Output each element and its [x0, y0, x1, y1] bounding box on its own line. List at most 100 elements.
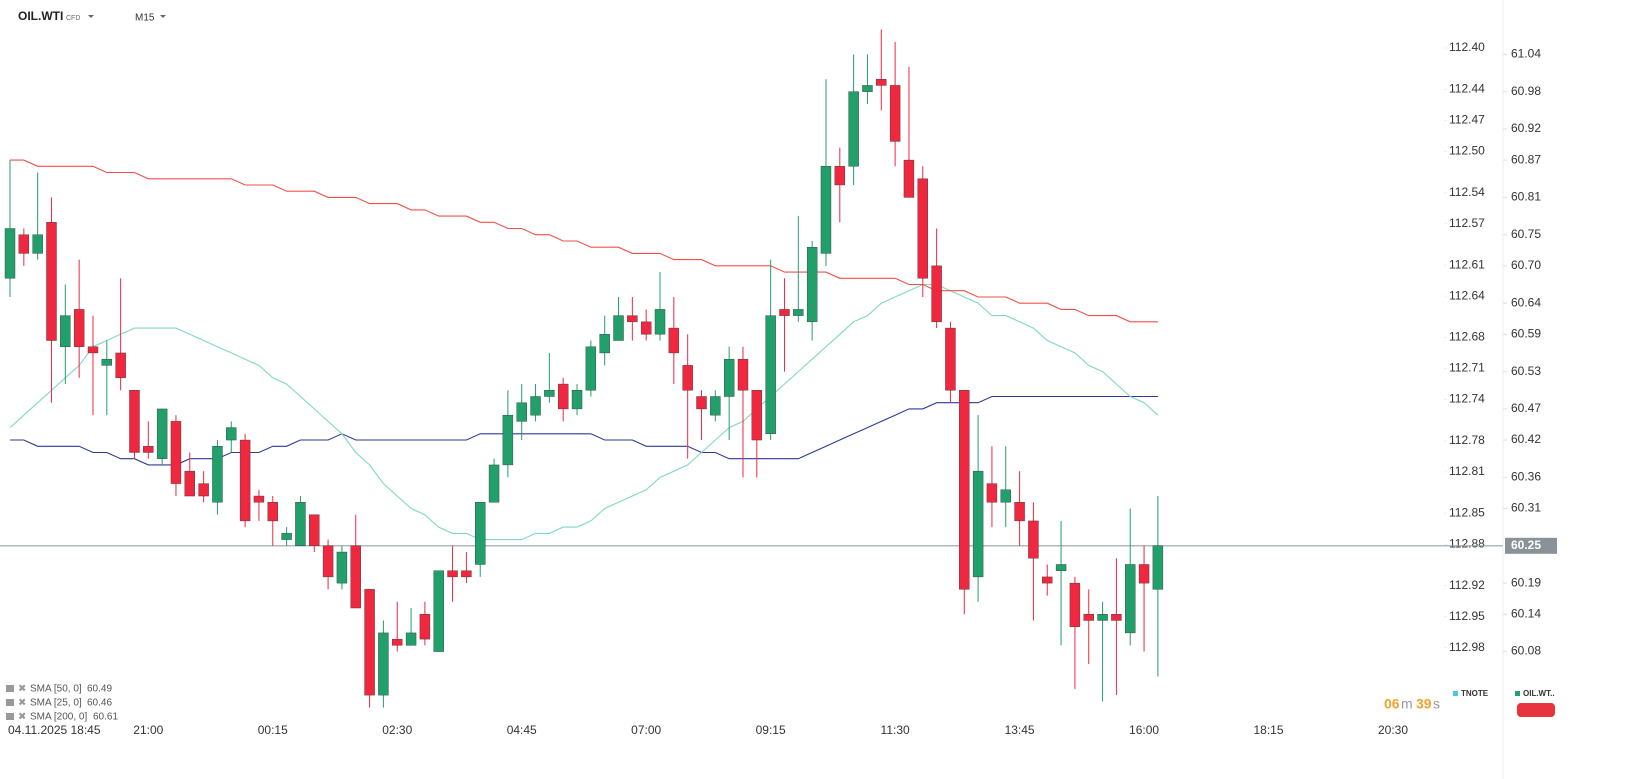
instrument-swatch: [1453, 691, 1458, 696]
y2-tick-label: 112.40: [1449, 40, 1485, 54]
candle-body: [889, 85, 901, 142]
instrument-name[interactable]: TNOTE: [1461, 689, 1489, 698]
candle-body: [226, 427, 237, 441]
x-tick-label: 07:00: [631, 723, 661, 737]
trade-button[interactable]: [1517, 703, 1555, 717]
candle-body: [1014, 502, 1025, 522]
instrument-swatch: [1515, 691, 1520, 696]
x-tick-label: 16:00: [1129, 723, 1159, 737]
indicator-remove[interactable]: ✖: [18, 684, 26, 695]
candle-body: [170, 421, 182, 484]
indicator-icon[interactable]: [6, 685, 14, 692]
y2-tick-label: 112.57: [1449, 216, 1485, 230]
candle-body: [364, 589, 375, 696]
countdown-seconds: 39: [1416, 696, 1432, 712]
instrument-name[interactable]: OIL.WT..: [1523, 689, 1555, 698]
candle-body: [1028, 520, 1039, 559]
instrument-type: CFD: [66, 15, 80, 22]
candle-body: [1042, 576, 1053, 584]
y2-tick-label: 112.88: [1449, 536, 1485, 550]
candle-body: [212, 446, 223, 503]
candle-body: [696, 396, 707, 410]
y2-tick-label: 112.50: [1449, 144, 1485, 158]
candle-body: [87, 346, 99, 354]
indicator-remove[interactable]: ✖: [18, 698, 26, 709]
candle-body: [267, 502, 278, 522]
candle-body: [1083, 614, 1094, 621]
candle-body: [516, 402, 527, 422]
x-tick-label: 21:00: [133, 723, 163, 737]
y-tick-label: 60.36: [1511, 470, 1541, 484]
timeframe[interactable]: M15: [135, 13, 155, 24]
countdown: 06 m 39 s: [1384, 696, 1440, 712]
candle-body: [4, 228, 16, 279]
y-tick-label: 60.98: [1511, 84, 1541, 98]
candle-body: [530, 396, 541, 416]
countdown-minutes: 06: [1384, 696, 1400, 712]
candle-body: [73, 309, 85, 347]
candle-body: [723, 358, 735, 397]
y2-tick-label: 112.74: [1449, 392, 1485, 406]
y-tick-label: 61.04: [1511, 46, 1541, 60]
candle-body: [461, 570, 472, 578]
candle-body: [433, 570, 444, 652]
candle-body: [143, 446, 154, 453]
y-tick-label: 60.81: [1511, 190, 1541, 204]
candle-body: [502, 414, 514, 466]
legend-value: 60.61: [93, 712, 118, 723]
symbol-dropdown[interactable]: [88, 15, 94, 18]
y2-tick-label: 112.85: [1449, 505, 1485, 519]
candle-body: [710, 396, 721, 416]
indicator-icon[interactable]: [6, 699, 14, 706]
x-tick-label: 04.11.2025 18:45: [8, 723, 101, 737]
candle-body: [903, 159, 915, 198]
indicator-remove[interactable]: ✖: [18, 712, 26, 723]
y2-tick-label: 112.81: [1449, 464, 1485, 478]
candle-body: [350, 545, 361, 609]
y2-tick-label: 112.47: [1449, 113, 1485, 127]
candle-body: [876, 79, 887, 86]
timeframe-dropdown[interactable]: [160, 15, 166, 18]
y2-tick-label: 112.54: [1449, 185, 1485, 199]
candle-body: [322, 545, 334, 578]
candle-body: [751, 390, 763, 441]
candle-body: [198, 483, 209, 497]
candle-body: [544, 390, 555, 397]
candle-body: [419, 614, 431, 640]
candle-body: [599, 334, 610, 354]
sma-line: [9, 283, 1159, 541]
countdown-seconds-unit: s: [1433, 696, 1440, 712]
candle-body: [336, 551, 348, 584]
y-tick-label: 60.14: [1511, 606, 1541, 620]
candle-body: [1069, 582, 1081, 627]
symbol[interactable]: OIL.WTI: [18, 9, 63, 23]
y2-tick-label: 112.71: [1449, 361, 1485, 375]
y2-tick-label: 112.68: [1449, 330, 1485, 344]
y-tick-label: 60.92: [1511, 121, 1541, 135]
candle-body: [1138, 564, 1150, 584]
candle-body: [295, 502, 306, 547]
candle-body: [779, 309, 790, 316]
candle-body: [115, 352, 126, 379]
candle-body: [640, 321, 652, 335]
candle-body: [820, 166, 832, 254]
current-price-box: [1505, 537, 1557, 554]
y2-tick-label: 112.92: [1449, 578, 1485, 592]
countdown-minutes-unit: m: [1401, 696, 1413, 712]
candle-body: [682, 365, 693, 391]
y2-tick-label: 112.64: [1449, 288, 1485, 302]
legend-value: 60.49: [87, 684, 112, 695]
indicator-icon[interactable]: [6, 713, 14, 720]
candle-body: [129, 390, 140, 453]
candle-body: [253, 495, 265, 503]
candle-body: [281, 533, 292, 540]
candle-body: [986, 483, 998, 503]
candle-body: [862, 85, 873, 92]
indicator-icons: ✖ ✖ ✖: [6, 684, 26, 723]
y2-tick-label: 112.44: [1449, 82, 1485, 96]
y-tick-label: 60.75: [1511, 227, 1541, 241]
candle-body: [378, 632, 389, 696]
